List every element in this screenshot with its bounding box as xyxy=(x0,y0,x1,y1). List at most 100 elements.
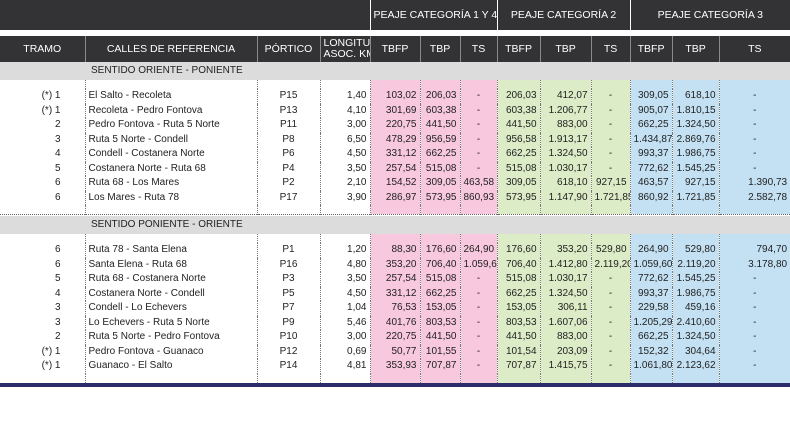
c2-value-cell: 306,11 xyxy=(539,301,592,316)
portico-cell: P4 xyxy=(256,161,320,176)
portico-cell: P10 xyxy=(256,330,320,345)
calles-cell: Recoleta - Pedro Fontova xyxy=(84,103,257,118)
c3-value-cell: 618,10 xyxy=(671,89,720,104)
c2-value-cell: - xyxy=(590,286,631,301)
c1-value-cell: 401,76 xyxy=(369,315,420,330)
c3-value-cell: 1.986,75 xyxy=(671,147,720,162)
c3-value-cell: - xyxy=(718,161,790,176)
section-header: SENTIDO PONIENTE - ORIENTE xyxy=(0,216,790,234)
c1-value-cell: 860,93 xyxy=(459,190,498,205)
portico-cell: P14 xyxy=(256,359,320,374)
c1-value-cell: 309,05 xyxy=(419,176,460,191)
table-row: 6 Santa Elena - Ruta 68 P16 4,80 353,20 706,4… xyxy=(0,257,790,272)
c2-value-cell: 529,80 xyxy=(590,243,631,258)
c2-value-cell: 206,03 xyxy=(496,89,541,104)
c1-value-cell: 50,77 xyxy=(369,344,420,359)
c3-value-cell: - xyxy=(718,103,790,118)
c2-value-cell: - xyxy=(590,301,631,316)
c1-value-cell: 803,53 xyxy=(419,315,460,330)
table-row: 6 Ruta 68 - Los Mares P2 2,10 154,52 309,05 46… xyxy=(0,176,790,191)
km-cell: 6,50 xyxy=(319,132,370,147)
calles-cell: Lo Echevers - Ruta 5 Norte xyxy=(84,315,257,330)
c1-value-cell: 154,52 xyxy=(369,176,420,191)
c1-value-cell: 101,55 xyxy=(419,344,460,359)
c2-value-cell: 2.119,20 xyxy=(590,257,631,272)
c1-value-cell: 257,54 xyxy=(369,161,420,176)
table-row: (*) 1 Guanaco - El Salto P14 4,81 353,93 707,… xyxy=(0,359,790,374)
calles-cell: Costanera Norte - Condell xyxy=(84,286,257,301)
c2-value-cell: 662,25 xyxy=(496,147,541,162)
c1-value-cell: - xyxy=(459,359,498,374)
c3-value-cell: - xyxy=(718,89,790,104)
c3-value-cell: 662,25 xyxy=(629,330,673,345)
portico-cell: P8 xyxy=(256,132,320,147)
c3-value-cell: - xyxy=(718,344,790,359)
c1-value-cell: - xyxy=(459,89,498,104)
calles-cell: Ruta 5 Norte - Pedro Fontova xyxy=(84,330,257,345)
c3-value-cell: 529,80 xyxy=(671,243,720,258)
tramo-cell: 6 xyxy=(54,177,61,188)
c1-value-cell: 441,50 xyxy=(419,330,460,345)
km-cell: 4,10 xyxy=(319,103,370,118)
col-longitud: LONGITUDASOC. KM. xyxy=(319,36,371,62)
column-header-row: TRAMO CALLES DE REFERENCIA PÓRTICO LONGI… xyxy=(0,36,790,62)
c1-value-cell: 206,03 xyxy=(419,89,460,104)
tramo-cell: 2 xyxy=(54,119,61,130)
col-c2-tbfp: TBFP xyxy=(496,36,541,62)
c3-value-cell: - xyxy=(718,132,790,147)
c3-value-cell: 2.869,76 xyxy=(671,132,720,147)
c2-value-cell: 956,58 xyxy=(496,132,541,147)
c2-value-cell: 441,50 xyxy=(496,118,541,133)
calles-cell: Condell - Lo Echevers xyxy=(84,301,257,316)
section-title: SENTIDO PONIENTE - ORIENTE xyxy=(85,216,790,234)
col-c1-tbfp: TBFP xyxy=(369,36,420,62)
calles-cell: Pedro Fontova - Ruta 5 Norte xyxy=(84,118,257,133)
c2-value-cell: 1.721,85 xyxy=(590,190,631,205)
calles-cell: El Salto - Recoleta xyxy=(84,89,257,104)
c3-value-cell: 1.986,75 xyxy=(671,286,720,301)
c2-value-cell: 101,54 xyxy=(496,344,541,359)
c1-value-cell: 220,75 xyxy=(369,330,420,345)
c2-value-cell: 1.030,17 xyxy=(539,272,592,287)
c3-value-cell: 304,64 xyxy=(671,344,720,359)
km-cell: 3,50 xyxy=(319,272,370,287)
portico-cell: P15 xyxy=(256,89,320,104)
km-cell: 4,80 xyxy=(319,257,370,272)
c3-value-cell: 2.119,20 xyxy=(671,257,720,272)
c2-value-cell: 1.324,50 xyxy=(539,286,592,301)
table-row: (*) 1 El Salto - Recoleta P15 1,40 103,02 206… xyxy=(0,89,790,104)
c3-value-cell: 772,62 xyxy=(629,272,673,287)
km-cell: 3,00 xyxy=(319,118,370,133)
c1-value-cell: 463,58 xyxy=(459,176,498,191)
c2-value-cell: 573,95 xyxy=(496,190,541,205)
c3-value-cell: 1.545,25 xyxy=(671,272,720,287)
c3-value-cell: - xyxy=(718,147,790,162)
c3-value-cell: 1.721,85 xyxy=(671,190,720,205)
c2-value-cell: - xyxy=(590,315,631,330)
tramo-cell: 5 xyxy=(54,273,61,284)
col-longitud-line2: ASOC. KM. xyxy=(323,48,371,60)
c1-value-cell: - xyxy=(459,315,498,330)
c3-value-cell: 229,58 xyxy=(629,301,673,316)
category-header-row: PEAJE CATEGORÍA 1 Y 4 PEAJE CATEGORÍA 2 … xyxy=(0,0,790,30)
c1-value-cell: 103,02 xyxy=(369,89,420,104)
col-portico: PÓRTICO xyxy=(256,36,320,62)
tramo-cell: 4 xyxy=(54,148,61,159)
c1-value-cell: 153,05 xyxy=(419,301,460,316)
c3-value-cell: - xyxy=(718,301,790,316)
tramo-cell: (*) 1 xyxy=(41,104,61,116)
portico-cell: P13 xyxy=(256,103,320,118)
c1-value-cell: 515,08 xyxy=(419,272,460,287)
portico-cell: P9 xyxy=(256,315,320,330)
tramo-cell: 5 xyxy=(54,162,61,174)
c1-value-cell: 662,25 xyxy=(419,147,460,162)
c3-value-cell: 2.582,78 xyxy=(718,190,790,205)
c1-value-cell: 707,87 xyxy=(419,359,460,374)
c2-value-cell: 309,05 xyxy=(496,176,541,191)
c1-value-cell: 515,08 xyxy=(419,161,460,176)
tramo-cell: 4 xyxy=(54,287,61,299)
c1-value-cell: 478,29 xyxy=(369,132,420,147)
c2-value-cell: 153,05 xyxy=(496,301,541,316)
calles-cell: Condell - Costanera Norte xyxy=(84,147,257,162)
c2-value-cell: 803,53 xyxy=(496,315,541,330)
